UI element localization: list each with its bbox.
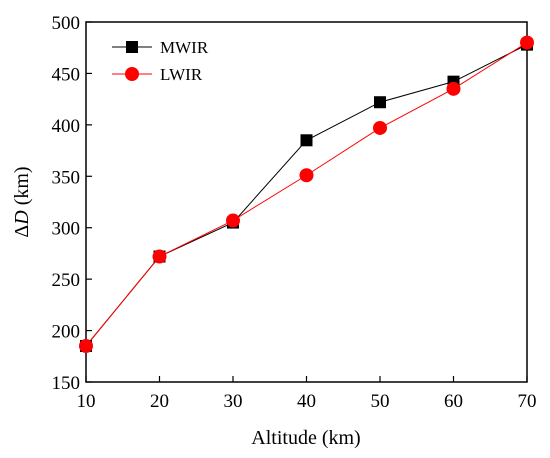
x-tick-label: 10 [77, 391, 96, 412]
point-lwir [299, 168, 314, 183]
point-lwir [152, 249, 167, 264]
y-axis-title-suffix: (km) [11, 166, 33, 210]
x-axis: 10 20 30 40 50 60 70 [77, 376, 537, 412]
x-tick-label: 60 [444, 391, 463, 412]
x-tick-label: 40 [297, 391, 316, 412]
y-tick-label: 450 [52, 64, 81, 85]
y-tick-label: 250 [52, 270, 81, 291]
point-mwir [374, 96, 386, 109]
y-tick-label: 200 [52, 322, 81, 343]
legend-marker-mwir [126, 41, 138, 53]
y-tick-label: 350 [52, 167, 81, 188]
point-lwir [446, 81, 461, 96]
legend-marker-lwir [125, 67, 139, 81]
y-axis: 150 200 250 300 350 400 450 500 [52, 13, 92, 394]
y-axis-title-prefix: Δ [11, 225, 33, 238]
series-line-lwir [85, 42, 528, 347]
y-axis-title-var: D [11, 210, 33, 226]
y-tick-label: 500 [52, 13, 81, 34]
legend-label-lwir: LWIR [160, 65, 203, 84]
point-lwir [373, 120, 387, 135]
point-mwir [300, 134, 313, 147]
point-lwir [79, 339, 93, 353]
series-layer [79, 35, 534, 353]
y-tick-label: 300 [52, 219, 81, 240]
y-tick-label: 400 [52, 116, 81, 137]
point-lwir [226, 213, 240, 228]
x-tick-label: 20 [150, 391, 169, 412]
x-tick-label: 70 [518, 391, 537, 412]
legend: MWIR LWIR [112, 38, 209, 84]
y-tick-label: 150 [52, 373, 81, 394]
y-axis-title: ΔD (km) [11, 166, 33, 237]
x-axis-title: Altitude (km) [251, 427, 360, 449]
x-tick-label: 30 [224, 391, 243, 412]
point-lwir [520, 35, 534, 50]
plot-frame [85, 21, 528, 383]
series-line-mwir [85, 44, 528, 347]
legend-label-mwir: MWIR [160, 38, 209, 57]
x-tick-label: 50 [371, 391, 390, 412]
